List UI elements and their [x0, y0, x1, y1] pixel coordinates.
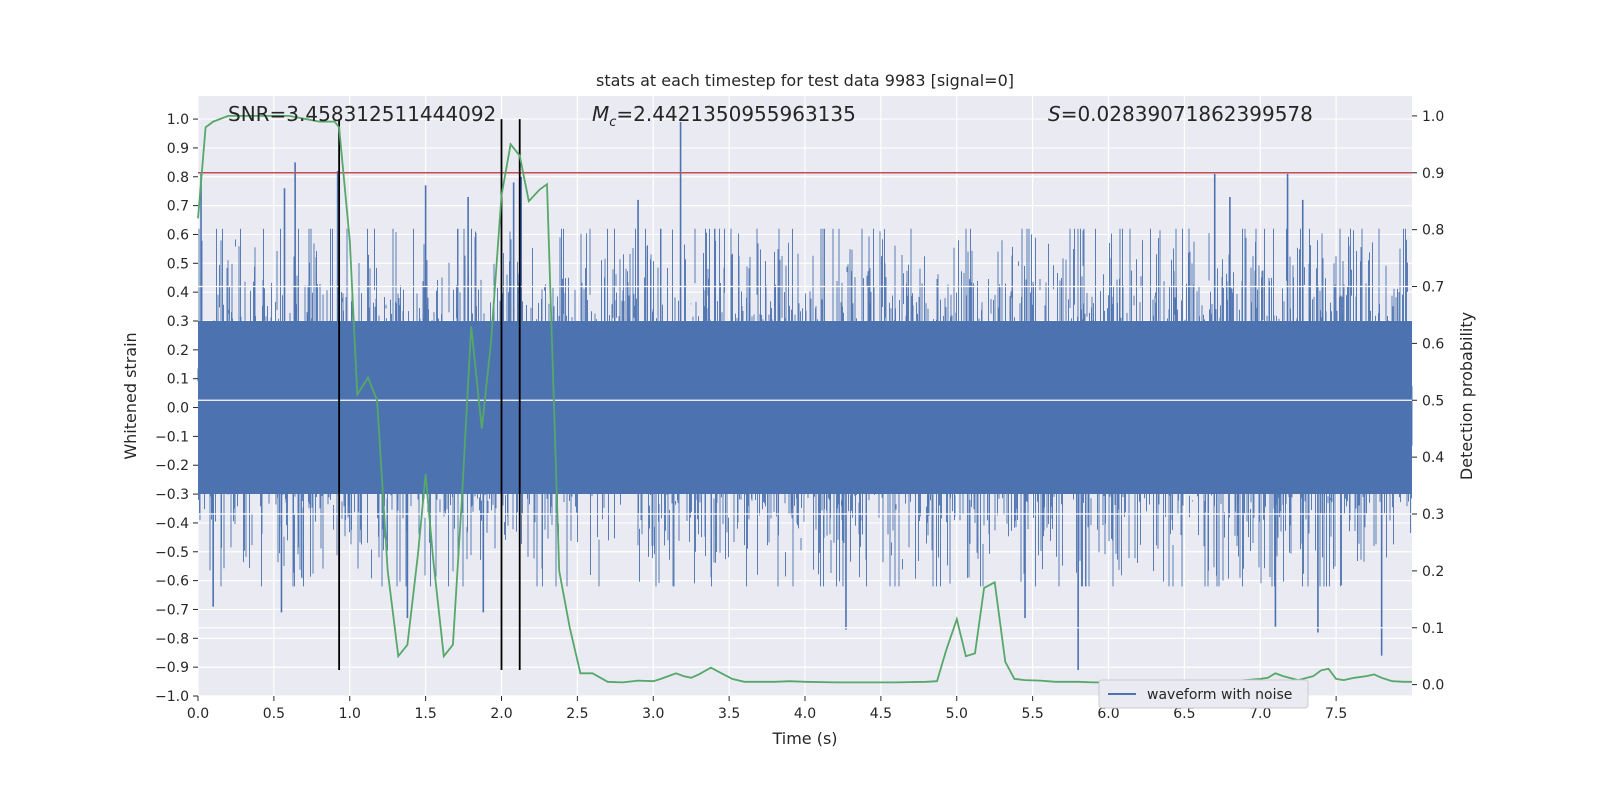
y2-tick-label: 0.4: [1422, 450, 1444, 466]
legend: waveform with noise: [1098, 679, 1309, 709]
y2-tick-label: 0.0: [1422, 678, 1444, 694]
x-tick-label: 5.0: [946, 706, 968, 722]
x-tick-label: 3.5: [718, 706, 740, 722]
s-annotation: S=0.02839071862399578: [1048, 102, 1313, 126]
y-tick-label: −0.1: [155, 429, 189, 445]
y-tick-label: −1.0: [155, 689, 189, 705]
x-axis-label: Time (s): [771, 729, 837, 748]
x-tick-label: 1.0: [339, 706, 361, 722]
y-tick-label: 1.0: [167, 112, 189, 128]
y-tick-label: 0.8: [167, 170, 189, 186]
vertical-markers: [338, 119, 521, 671]
chirp-mass-annotation: Mc=2.4421350955963135: [592, 102, 856, 130]
y2-tick-label: 0.6: [1422, 336, 1444, 352]
y2-tick-label: 0.7: [1422, 280, 1444, 296]
legend-box: [1098, 679, 1309, 709]
x-tick-label: 2.5: [566, 706, 588, 722]
y2-axis-label: Detection probability: [1457, 312, 1476, 480]
y-tick-label: −0.9: [155, 660, 189, 676]
y2-tick-label: 0.9: [1422, 166, 1444, 182]
mc-value: =2.4421350955963135: [616, 102, 855, 126]
y2-tick-label: 0.1: [1422, 621, 1444, 637]
waveform-series: [197, 121, 1413, 671]
y2-tick-label: 0.3: [1422, 507, 1444, 523]
x-tick-label: 7.0: [1249, 706, 1271, 722]
x-tick-label: 1.5: [414, 706, 436, 722]
waveform-gridline-overlay: [198, 285, 1412, 743]
y-tick-label: −0.2: [155, 458, 189, 474]
x-tick-label: 4.0: [794, 706, 816, 722]
y-tick-label: −0.6: [155, 574, 189, 590]
y-tick-label: 0.0: [167, 401, 189, 417]
x-axis-ticks: 0.0 0.5 1.0 1.5 2.0 2.5 3.0 3.5 4.0 4.5 5.0 5.5 6.0 6…: [187, 696, 1347, 722]
y-tick-label: 0.2: [167, 343, 189, 359]
y-tick-label: 0.9: [167, 141, 189, 157]
y2-tick-label: 0.2: [1422, 564, 1444, 580]
x-tick-label: 7.5: [1325, 706, 1347, 722]
x-tick-label: 0.5: [263, 706, 285, 722]
y2-tick-label: 0.5: [1422, 393, 1444, 409]
y-tick-label: 0.4: [167, 285, 189, 301]
y-tick-label: −0.5: [155, 545, 189, 561]
x-tick-label: 6.0: [1097, 706, 1119, 722]
y-tick-label: −0.8: [155, 631, 189, 647]
waveform-core: [198, 321, 1412, 495]
y-tick-label: 0.1: [167, 372, 189, 388]
x-tick-label: 6.5: [1173, 706, 1195, 722]
snr-annotation: SNR=3.458312511444092: [228, 102, 496, 126]
y2-tick-label: 0.8: [1422, 223, 1444, 239]
y-tick-label: −0.4: [155, 516, 189, 532]
mc-subscript: c: [609, 115, 616, 130]
y-axis-label: Whitened strain: [121, 332, 140, 459]
s-symbol: S: [1048, 102, 1061, 126]
legend-entry-waveform: waveform with noise: [1147, 687, 1292, 703]
y-tick-label: −0.3: [155, 487, 189, 503]
y-tick-label: 0.5: [167, 256, 189, 272]
y2-axis-ticks: 0.0 0.1 0.2 0.3 0.4 0.5 0.6 0.7 0.8 0.9 1.0: [1412, 109, 1444, 694]
y-tick-label: 0.7: [167, 199, 189, 215]
y-tick-label: 0.3: [167, 314, 189, 330]
y2-tick-label: 1.0: [1422, 109, 1444, 125]
x-tick-label: 4.5: [870, 706, 892, 722]
x-tick-label: 5.5: [1021, 706, 1043, 722]
y-tick-label: 0.6: [167, 227, 189, 243]
s-value: =0.02839071862399578: [1061, 102, 1313, 126]
x-tick-label: 0.0: [187, 706, 209, 722]
x-tick-label: 3.0: [642, 706, 664, 722]
y-axis-ticks: −1.0 −0.9 −0.8 −0.7 −0.6 −0.5 −0.4 −0.3 −0.2 −0.1…: [155, 112, 198, 705]
y-tick-label: −0.7: [155, 602, 189, 618]
x-tick-label: 2.0: [490, 706, 512, 722]
mc-symbol: M: [592, 102, 609, 126]
chart-title: stats at each timestep for test data 998…: [596, 71, 1014, 90]
